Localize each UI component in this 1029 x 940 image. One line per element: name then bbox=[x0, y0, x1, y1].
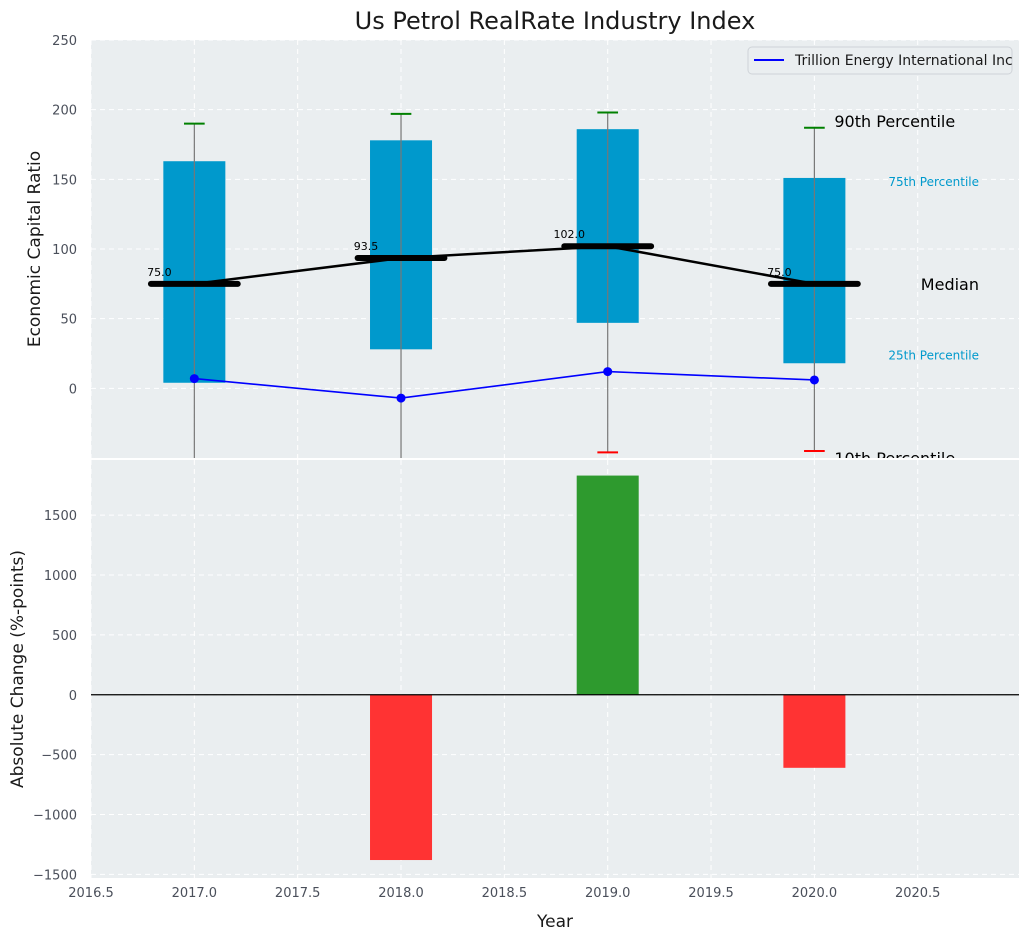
x-tick-label: 2020.5 bbox=[895, 886, 941, 901]
x-tick-label: 2017.5 bbox=[275, 886, 321, 901]
top-y-tick-label: 50 bbox=[60, 313, 77, 328]
x-tick-label: 2018.5 bbox=[482, 886, 528, 901]
bottom-y-tick-label: −1500 bbox=[33, 868, 77, 883]
top-y-axis-label: Economic Capital Ratio bbox=[25, 151, 45, 347]
median-trend-line bbox=[194, 244, 815, 286]
annotation-median: Median bbox=[921, 275, 979, 294]
series-line bbox=[194, 370, 815, 399]
legend-box bbox=[747, 46, 1013, 75]
top-y-tick-label: 200 bbox=[52, 104, 77, 119]
bottom-y-tick-label: 1500 bbox=[44, 509, 77, 524]
bottom-panel: 2016.5 2017.0 2017.5 2018.0 2018.5 2019.0 2019… bbox=[33, 460, 1019, 901]
bottom-y-axis-label: Absolute Change (%-points) bbox=[8, 550, 28, 788]
x-tick-label: 2020.0 bbox=[792, 886, 838, 901]
legend: Trillion Energy International Inc bbox=[747, 46, 1013, 75]
top-y-tick-label: 100 bbox=[52, 243, 77, 258]
top-y-tick-label: 250 bbox=[52, 34, 77, 49]
bottom-y-tick-label: 500 bbox=[52, 629, 77, 644]
series-point bbox=[396, 393, 406, 403]
bottom-y-tick-label: −1000 bbox=[33, 809, 77, 824]
x-tick-label: 2018.0 bbox=[378, 886, 424, 901]
x-tick-label: 2019.5 bbox=[688, 886, 734, 901]
median-value-label: 75.0 bbox=[767, 266, 792, 279]
series-point bbox=[189, 374, 199, 384]
annotation-10th-percentile: 10th Percentile bbox=[834, 449, 955, 468]
series-point bbox=[603, 367, 613, 377]
median-value-label: 75.0 bbox=[147, 266, 172, 279]
change-bar bbox=[576, 475, 639, 695]
x-tick-label: 2016.5 bbox=[68, 886, 114, 901]
annotation-90th-percentile: 90th Percentile bbox=[834, 112, 955, 131]
annotation-25th-percentile: 25th Percentile bbox=[888, 348, 979, 362]
bottom-y-tick-label: 0 bbox=[69, 689, 77, 704]
x-tick-label: 2017.0 bbox=[172, 886, 218, 901]
series-point bbox=[809, 375, 819, 385]
top-y-tick-label: 150 bbox=[52, 173, 77, 188]
chart-title: Us Petrol RealRate Industry Index bbox=[355, 7, 756, 35]
legend-label: Trillion Energy International Inc bbox=[794, 53, 1013, 69]
change-bar bbox=[783, 694, 846, 768]
top-y-tick-label: 0 bbox=[69, 382, 77, 397]
median-value-label: 93.5 bbox=[354, 240, 379, 253]
median-value-label: 102.0 bbox=[553, 228, 585, 241]
annotation-75th-percentile: 75th Percentile bbox=[888, 175, 979, 189]
top-panel: 0 50 100 150 200 250 75.0 93.5 102.0 75.0 90th Per… bbox=[52, 34, 1019, 878]
bottom-plot-background bbox=[91, 460, 1019, 878]
bottom-y-tick-label: −500 bbox=[41, 749, 77, 764]
top-plot-content: 75.0 93.5 102.0 75.0 90th Percentile 75th Per… bbox=[147, 111, 979, 468]
x-tick-label: 2019.0 bbox=[585, 886, 631, 901]
bottom-y-tick-label: 1000 bbox=[44, 569, 77, 584]
change-bar bbox=[370, 694, 433, 861]
x-axis-label: Year bbox=[536, 912, 573, 932]
